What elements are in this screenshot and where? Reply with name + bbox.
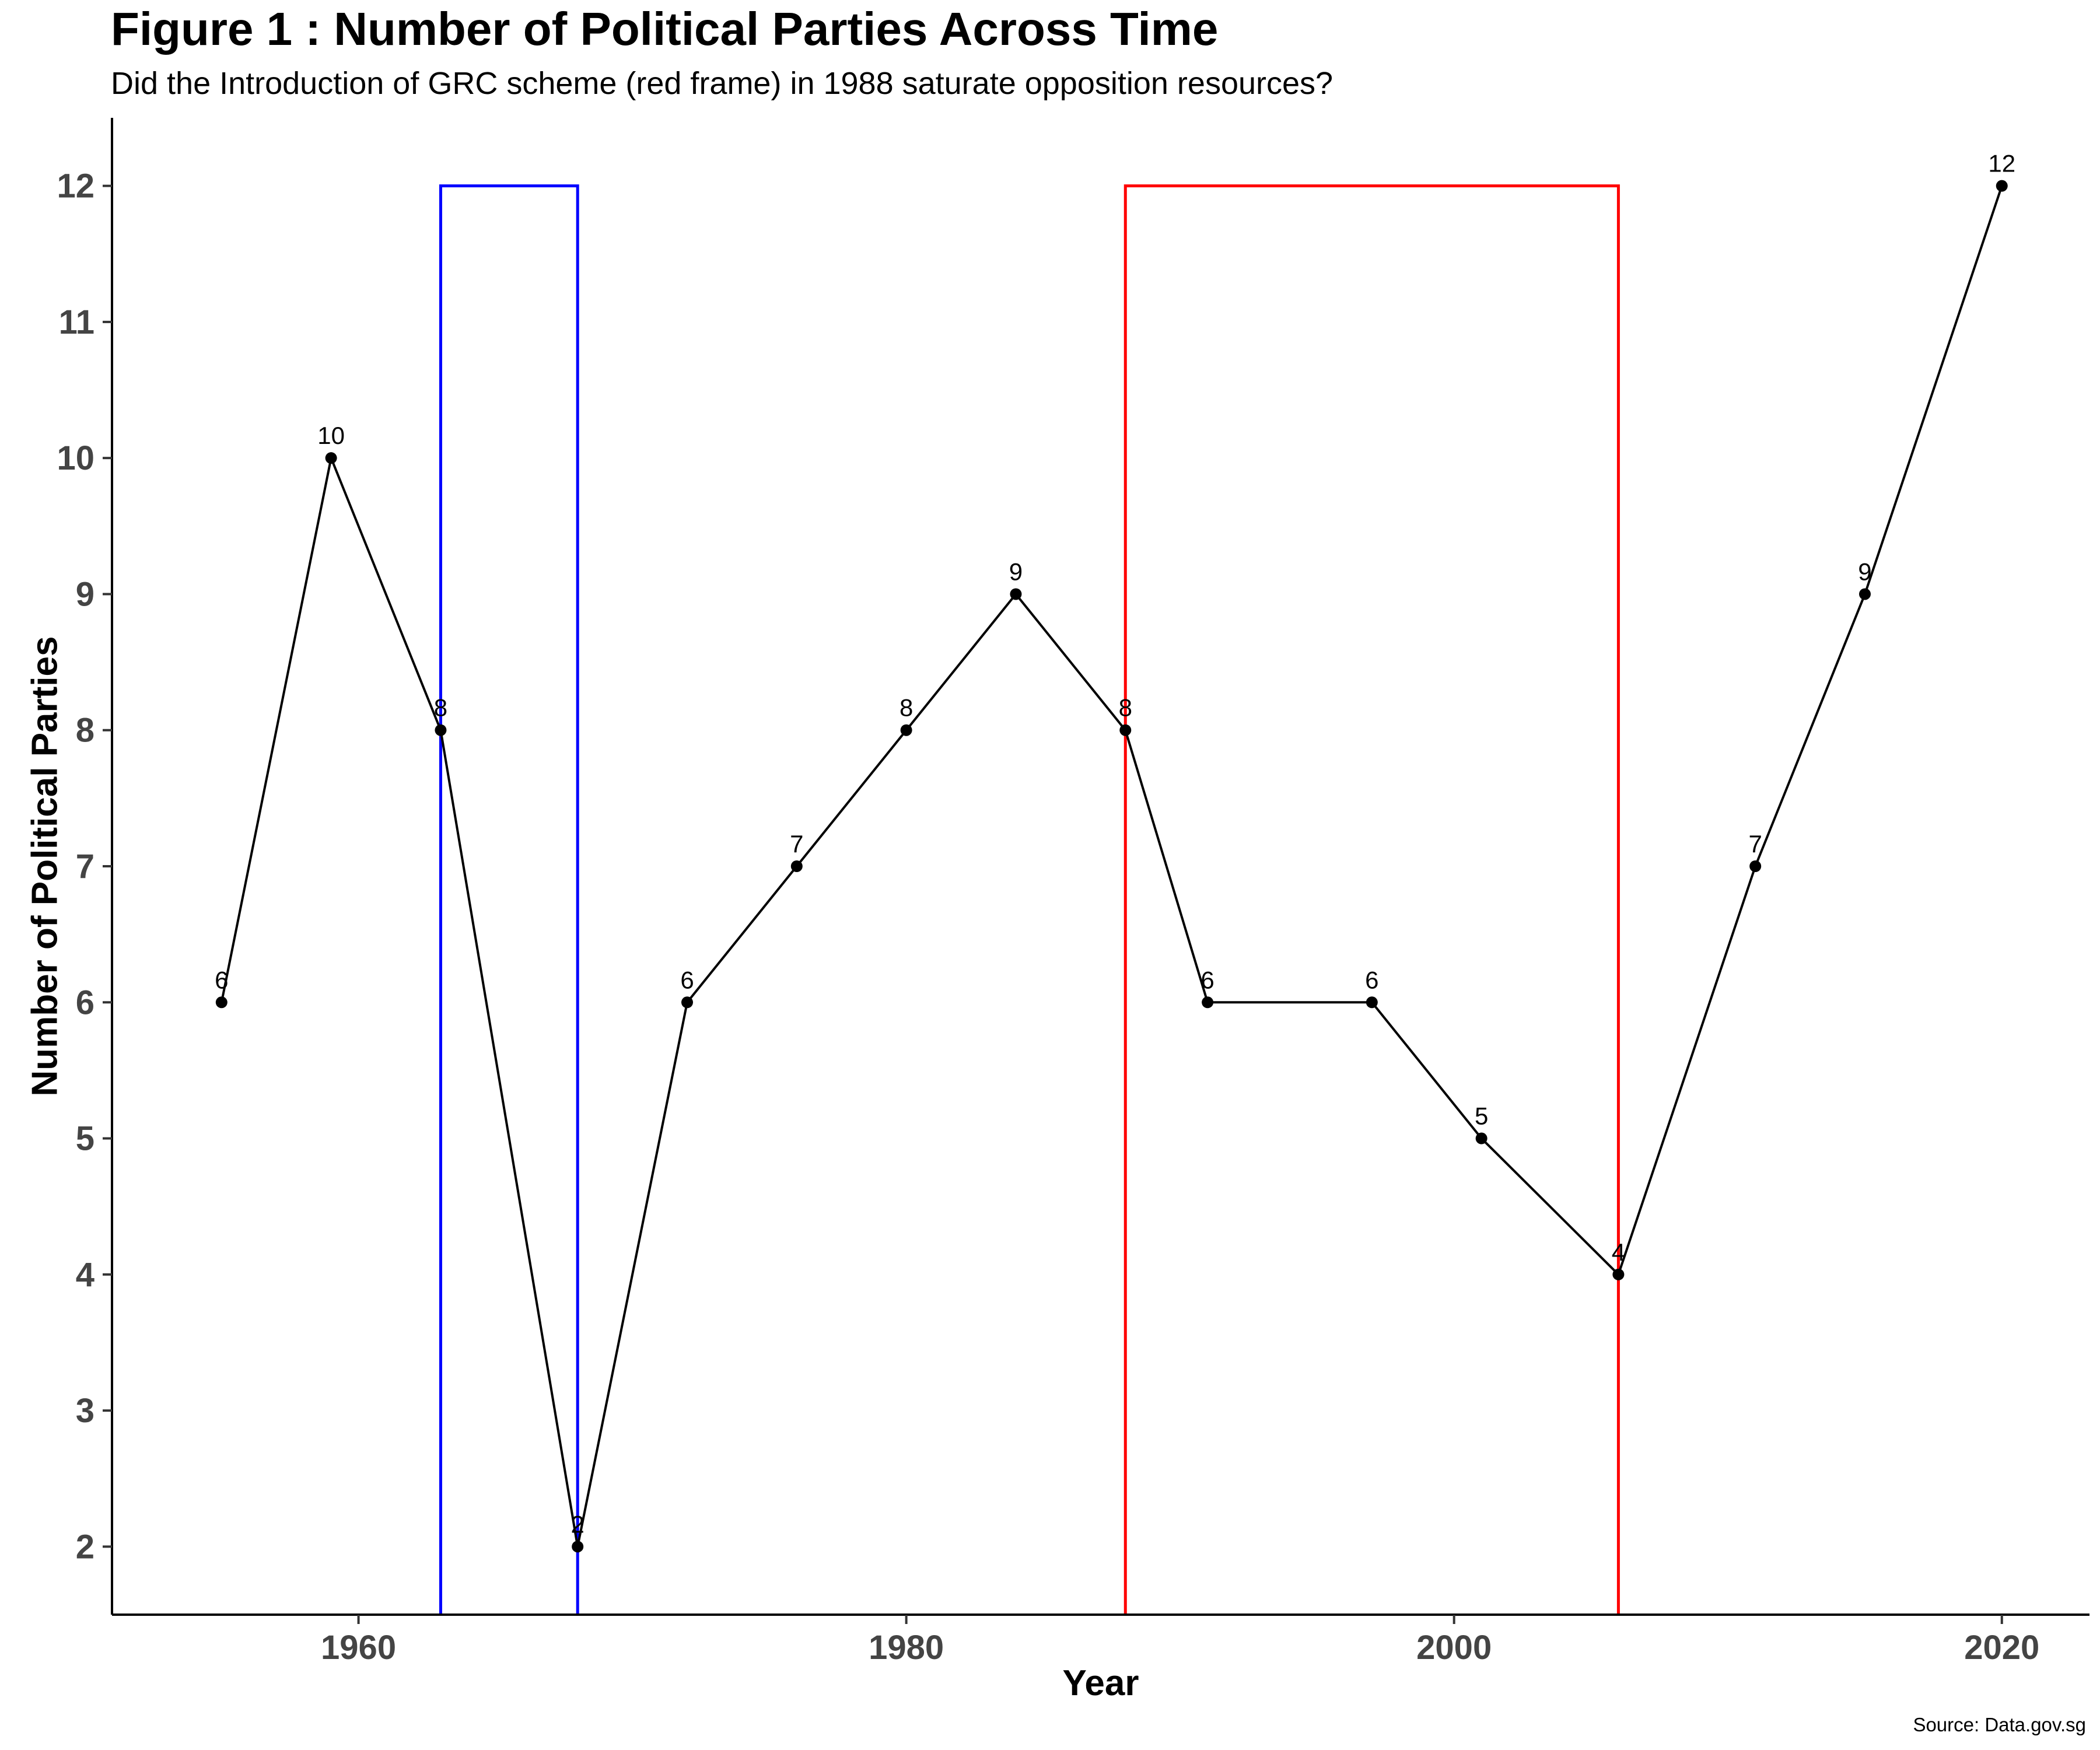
data-point bbox=[1119, 724, 1132, 736]
data-point bbox=[790, 860, 803, 872]
data-point bbox=[1475, 1132, 1488, 1144]
data-point bbox=[325, 452, 337, 464]
data-point bbox=[1749, 860, 1762, 872]
y-tick-label: 5 bbox=[76, 1120, 94, 1158]
highlight-frames bbox=[439, 184, 1620, 1615]
y-tick-label: 6 bbox=[76, 984, 94, 1021]
data-label: 8 bbox=[434, 694, 447, 722]
data-label: 9 bbox=[1009, 558, 1023, 585]
data-label: 7 bbox=[1748, 830, 1762, 858]
data-point bbox=[572, 1541, 584, 1553]
data-label: 8 bbox=[900, 694, 913, 722]
data-point bbox=[1859, 588, 1871, 600]
highlight-frame-2 bbox=[1124, 184, 1620, 1615]
data-label: 6 bbox=[1365, 966, 1378, 993]
data-point bbox=[1996, 180, 2008, 192]
x-tick-label: 2020 bbox=[1964, 1629, 2039, 1667]
y-axis-ticks: 2 3 4 5 6 7 8 9 10 11 12 bbox=[57, 167, 112, 1566]
y-tick-label: 2 bbox=[76, 1528, 94, 1566]
data-label: 2 bbox=[571, 1510, 584, 1538]
series-line bbox=[220, 186, 2003, 1548]
x-tick-label: 1960 bbox=[321, 1629, 396, 1667]
x-tick-label: 2000 bbox=[1416, 1629, 1492, 1667]
data-point bbox=[681, 996, 694, 1009]
source-caption: Source: Data.gov.sg bbox=[1913, 1714, 2086, 1735]
data-points bbox=[215, 180, 2008, 1553]
axes bbox=[111, 118, 2090, 1616]
highlight-frame-1 bbox=[439, 184, 579, 1615]
y-tick-label: 9 bbox=[76, 575, 94, 613]
data-label: 5 bbox=[1475, 1102, 1488, 1130]
data-point bbox=[1010, 588, 1022, 600]
data-point bbox=[1612, 1268, 1625, 1280]
data-label: 9 bbox=[1858, 558, 1871, 585]
data-point bbox=[215, 996, 228, 1009]
y-tick-label: 3 bbox=[76, 1392, 94, 1430]
y-tick-label: 10 bbox=[57, 439, 94, 477]
data-label: 8 bbox=[1119, 694, 1132, 722]
x-axis-title: Year bbox=[1062, 1663, 1139, 1703]
data-point bbox=[900, 724, 912, 736]
chart-subtitle: Did the Introduction of GRC scheme (red … bbox=[111, 66, 1334, 101]
y-tick-label: 12 bbox=[57, 167, 94, 205]
y-tick-label: 4 bbox=[76, 1256, 94, 1294]
data-point bbox=[1366, 996, 1378, 1009]
data-label: 6 bbox=[680, 966, 694, 993]
x-tick-label: 1980 bbox=[869, 1629, 944, 1667]
data-point bbox=[1202, 996, 1214, 1009]
series-line-group bbox=[220, 186, 2003, 1548]
data-label: 7 bbox=[790, 830, 803, 858]
data-label: 4 bbox=[1612, 1238, 1625, 1266]
data-label: 6 bbox=[1200, 966, 1214, 993]
data-label: 10 bbox=[317, 422, 345, 449]
y-tick-label: 11 bbox=[59, 303, 94, 341]
y-axis-title: Number of Political Parties bbox=[25, 636, 65, 1097]
data-label: 6 bbox=[215, 966, 228, 993]
data-label: 12 bbox=[1988, 150, 2015, 177]
data-point bbox=[435, 724, 447, 736]
data-labels: 6 10 8 2 6 7 8 9 8 6 6 5 4 7 9 12 bbox=[215, 150, 2015, 1538]
y-tick-label: 7 bbox=[76, 848, 94, 886]
y-tick-label: 8 bbox=[76, 712, 94, 750]
chart-title: Figure 1 : Number of Political Parties A… bbox=[111, 3, 1219, 55]
x-axis-ticks: 1960 1980 2000 2020 bbox=[321, 1615, 2039, 1667]
